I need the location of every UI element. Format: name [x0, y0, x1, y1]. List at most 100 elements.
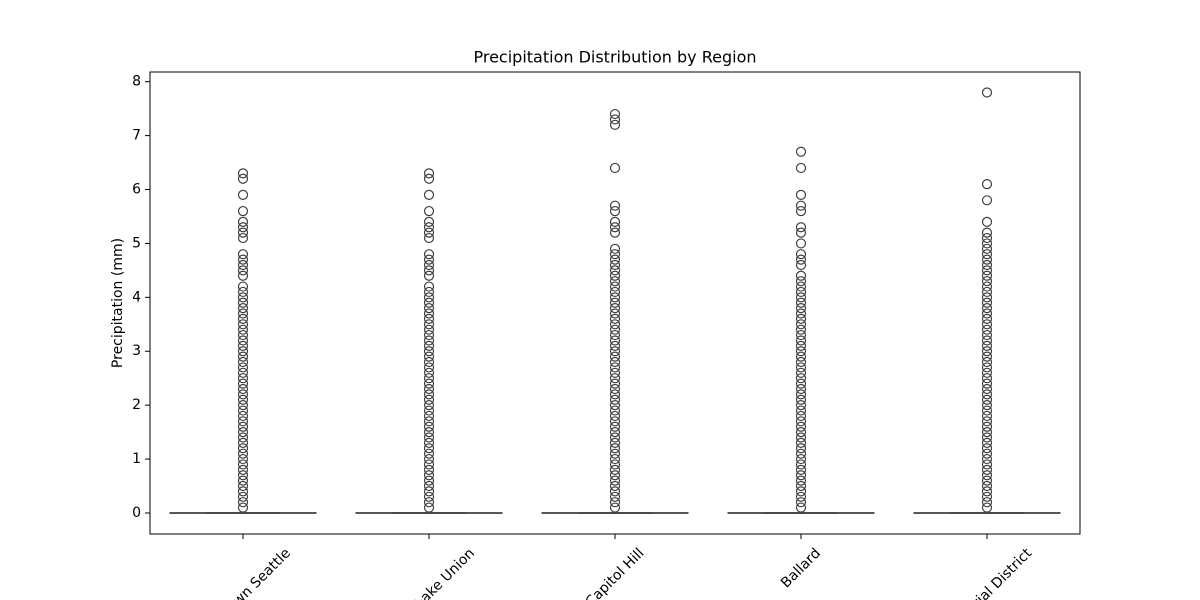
outlier: [609, 108, 621, 120]
outlier: [609, 464, 621, 475]
outlier: [423, 491, 435, 502]
outlier: [795, 475, 807, 486]
outlier: [237, 432, 249, 443]
outlier: [423, 394, 435, 405]
outlier: [981, 227, 993, 238]
outlier: [423, 453, 435, 465]
outlier: [237, 319, 249, 330]
outlier: [795, 254, 807, 265]
outlier: [237, 480, 249, 492]
outlier: [981, 286, 993, 298]
outlier: [609, 373, 621, 384]
outlier: [981, 416, 993, 427]
outlier: [237, 189, 249, 201]
outlier: [795, 453, 807, 465]
outlier: [981, 459, 993, 470]
outlier: [423, 281, 435, 292]
outlier: [237, 232, 249, 244]
outlier: [609, 200, 621, 211]
outlier: [795, 324, 807, 335]
outlier: [423, 168, 435, 179]
outlier: [609, 394, 621, 405]
outlier: [981, 265, 993, 276]
outlier: [237, 351, 249, 362]
outlier: [795, 470, 807, 481]
outlier: [423, 254, 435, 265]
outlier: [795, 259, 807, 271]
outlier: [237, 303, 249, 314]
outlier: [981, 497, 993, 508]
outlier: [609, 351, 621, 362]
outlier: [795, 351, 807, 362]
outlier: [237, 346, 249, 357]
outlier: [981, 389, 993, 400]
outlier: [237, 265, 249, 276]
outlier: [237, 216, 249, 227]
outlier: [423, 437, 435, 448]
outlier: [981, 216, 993, 227]
outlier: [981, 313, 993, 325]
outlier: [237, 464, 249, 475]
outlier: [609, 443, 621, 454]
outlier: [237, 502, 249, 513]
outlier: [423, 475, 435, 486]
outlier: [423, 459, 435, 470]
outlier: [609, 335, 621, 346]
outlier: [795, 421, 807, 432]
outlier: [237, 416, 249, 427]
outlier: [237, 421, 249, 432]
outlier: [981, 259, 993, 271]
outlier: [237, 367, 249, 378]
outlier: [423, 216, 435, 227]
outlier: [981, 281, 993, 292]
outlier: [237, 281, 249, 292]
outlier: [423, 405, 435, 416]
y-tick-label: 0: [132, 505, 141, 521]
outlier: [423, 470, 435, 481]
outlier: [609, 497, 621, 508]
chart-title: Precipitation Distribution by Region: [473, 48, 756, 67]
outlier: [981, 324, 993, 335]
outlier: [609, 319, 621, 330]
plot-frame: [149, 71, 1081, 535]
outlier: [237, 486, 249, 497]
outlier: [609, 281, 621, 292]
outlier: [609, 346, 621, 357]
outlier: [981, 254, 993, 265]
outlier: [981, 432, 993, 443]
outlier: [981, 335, 993, 346]
outlier: [981, 243, 993, 254]
outlier: [609, 162, 621, 174]
outlier: [981, 383, 993, 395]
outlier: [237, 475, 249, 486]
outlier: [795, 427, 807, 438]
outlier: [795, 340, 807, 351]
outlier: [237, 227, 249, 238]
outlier: [423, 249, 435, 260]
outlier: [237, 405, 249, 416]
outlier: [981, 340, 993, 351]
outlier: [795, 486, 807, 497]
outlier: [795, 189, 807, 201]
outlier: [423, 222, 435, 233]
outlier: [423, 448, 435, 459]
outlier: [237, 400, 249, 411]
outlier: [795, 491, 807, 502]
outlier: [609, 222, 621, 233]
outlier: [609, 308, 621, 319]
outlier: [237, 497, 249, 508]
outlier: [795, 459, 807, 470]
outlier: [609, 502, 621, 513]
outlier: [609, 410, 621, 422]
outlier: [237, 308, 249, 319]
outlier: [237, 259, 249, 271]
outlier: [795, 497, 807, 508]
outlier: [237, 394, 249, 405]
outlier: [609, 227, 621, 238]
outlier: [423, 313, 435, 325]
outlier: [609, 119, 621, 130]
outlier: [981, 249, 993, 260]
outlier: [237, 427, 249, 438]
outlier: [609, 378, 621, 389]
